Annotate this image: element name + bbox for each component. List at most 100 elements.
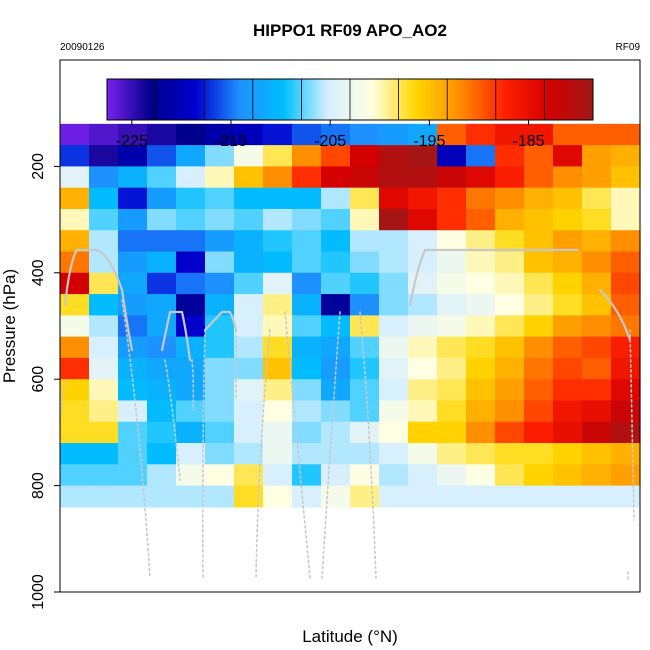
heatmap-cell <box>176 187 206 210</box>
colorbar-segment <box>335 79 339 120</box>
heatmap-cell <box>379 230 409 253</box>
colorbar-segment <box>143 79 146 120</box>
colorbar-segment <box>588 79 592 120</box>
heatmap-cell <box>321 379 351 402</box>
heatmap-cell <box>582 123 612 146</box>
heatmap-cell <box>118 336 148 359</box>
colorbar-segment <box>394 79 398 120</box>
heatmap-cell <box>321 145 351 167</box>
colorbar-segment <box>220 79 223 120</box>
colorbar-segment <box>285 79 288 120</box>
colorbar-segment <box>404 79 408 120</box>
heatmap-cell <box>263 421 293 444</box>
colorbar-segment <box>449 79 452 120</box>
heatmap-cell <box>321 443 351 465</box>
colorbar-tick-label: -205 <box>314 133 346 150</box>
colorbar-segment <box>465 79 468 120</box>
heatmap-cell <box>60 400 90 423</box>
colorbar-segment <box>125 79 128 120</box>
heatmap-cell <box>524 421 554 444</box>
heatmap-cell <box>495 272 525 295</box>
heatmap-cell <box>176 251 206 274</box>
heatmap-cell <box>147 230 177 253</box>
colorbar-segment <box>374 79 377 120</box>
heatmap-cell <box>582 315 612 338</box>
colorbar-segment <box>447 79 450 120</box>
colorbar-segment <box>400 79 404 120</box>
heatmap-cell <box>60 145 90 167</box>
heatmap-cell <box>495 208 525 231</box>
heatmap-cell <box>118 485 148 508</box>
colorbar-segment <box>408 79 412 120</box>
colorbar-segment <box>528 79 531 120</box>
colorbar-segment <box>390 79 394 120</box>
colorbar-segment <box>323 79 327 120</box>
heatmap-cell <box>176 336 206 359</box>
heatmap-cell <box>176 485 206 508</box>
heatmap-cell <box>147 421 177 444</box>
heatmap-cell <box>379 145 409 167</box>
heatmap-cell <box>466 379 496 402</box>
heatmap-cell <box>321 485 351 508</box>
colorbar-segment <box>339 79 343 120</box>
heatmap-cell <box>321 251 351 274</box>
flight-track <box>255 329 271 579</box>
colorbar-segment <box>568 79 572 120</box>
heatmap-cell <box>118 123 148 146</box>
heatmap-cell <box>176 272 206 295</box>
flight-track <box>164 359 181 481</box>
heatmap-cell <box>553 166 583 189</box>
heatmap-cell <box>437 400 467 423</box>
heatmap-cell <box>292 251 322 274</box>
heatmap-cell <box>176 166 206 189</box>
colorbar-segment <box>299 79 302 120</box>
flight-track <box>121 299 151 579</box>
heatmap-cell <box>611 400 641 423</box>
colorbar-segment <box>453 79 456 120</box>
colorbar-segment <box>356 79 359 120</box>
heatmap-cell <box>582 336 612 359</box>
colorbar-segment <box>232 79 236 120</box>
heatmap-cell <box>321 208 351 231</box>
heatmap-cell <box>205 336 235 359</box>
heatmap-cell <box>553 187 583 210</box>
heatmap-cell <box>147 123 177 146</box>
colorbar-segment <box>459 79 462 120</box>
heatmap-cell <box>437 379 467 402</box>
heatmap-cell <box>292 336 322 359</box>
colorbar-segment <box>129 79 132 120</box>
colorbar-segment <box>214 79 217 120</box>
colorbar-segment <box>208 79 211 120</box>
heatmap-cell <box>524 336 554 359</box>
heatmap-cell <box>263 464 293 487</box>
colorbar-segment <box>121 79 124 120</box>
heatmap-cell <box>205 294 235 316</box>
heatmap-cell <box>495 251 525 274</box>
heatmap-cell <box>176 400 206 423</box>
heatmap-cell <box>582 145 612 167</box>
colorbar-segment <box>147 79 151 120</box>
heatmap-cell <box>147 294 177 316</box>
colorbar-segment <box>202 79 205 120</box>
colorbar-segment <box>433 79 436 120</box>
heatmap-cell <box>437 251 467 274</box>
heatmap-cell <box>292 357 322 380</box>
heatmap-cell <box>234 187 264 210</box>
heatmap-cell <box>350 315 380 338</box>
heatmap-cell <box>553 315 583 338</box>
colorbar-segment <box>428 79 432 120</box>
heatmap-cell <box>553 336 583 359</box>
heatmap-cell <box>234 336 264 359</box>
heatmap-cell <box>263 166 293 189</box>
heatmap-cell <box>379 272 409 295</box>
colorbar-segment <box>341 79 345 120</box>
heatmap-cell <box>582 421 612 444</box>
colorbar-segment <box>441 79 444 120</box>
heatmap-cell <box>118 357 148 380</box>
colorbar-segment <box>281 79 284 120</box>
heatmap-cell <box>553 379 583 402</box>
colorbar-segment <box>352 79 355 120</box>
colorbar-segment <box>491 79 495 120</box>
heatmap-cell <box>234 464 264 487</box>
